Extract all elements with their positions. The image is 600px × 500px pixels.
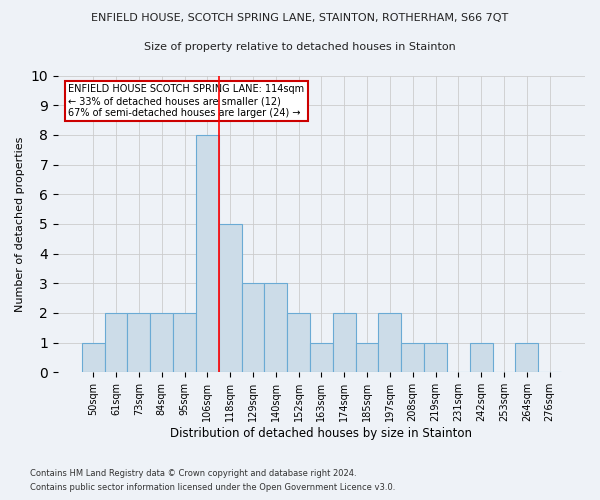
Bar — [424, 342, 447, 372]
X-axis label: Distribution of detached houses by size in Stainton: Distribution of detached houses by size … — [170, 427, 472, 440]
Bar — [333, 313, 356, 372]
Bar — [470, 342, 493, 372]
Bar — [401, 342, 424, 372]
Bar — [127, 313, 151, 372]
Bar — [151, 313, 173, 372]
Text: ENFIELD HOUSE, SCOTCH SPRING LANE, STAINTON, ROTHERHAM, S66 7QT: ENFIELD HOUSE, SCOTCH SPRING LANE, STAIN… — [91, 12, 509, 22]
Text: Contains public sector information licensed under the Open Government Licence v3: Contains public sector information licen… — [30, 484, 395, 492]
Bar — [265, 284, 287, 372]
Text: Size of property relative to detached houses in Stainton: Size of property relative to detached ho… — [144, 42, 456, 52]
Bar — [515, 342, 538, 372]
Y-axis label: Number of detached properties: Number of detached properties — [15, 136, 25, 312]
Bar — [82, 342, 104, 372]
Bar — [287, 313, 310, 372]
Bar — [310, 342, 333, 372]
Text: ENFIELD HOUSE SCOTCH SPRING LANE: 114sqm
← 33% of detached houses are smaller (1: ENFIELD HOUSE SCOTCH SPRING LANE: 114sqm… — [68, 84, 305, 117]
Bar — [219, 224, 242, 372]
Bar — [196, 135, 219, 372]
Bar — [104, 313, 127, 372]
Bar — [356, 342, 379, 372]
Bar — [173, 313, 196, 372]
Bar — [379, 313, 401, 372]
Bar — [242, 284, 265, 372]
Text: Contains HM Land Registry data © Crown copyright and database right 2024.: Contains HM Land Registry data © Crown c… — [30, 468, 356, 477]
